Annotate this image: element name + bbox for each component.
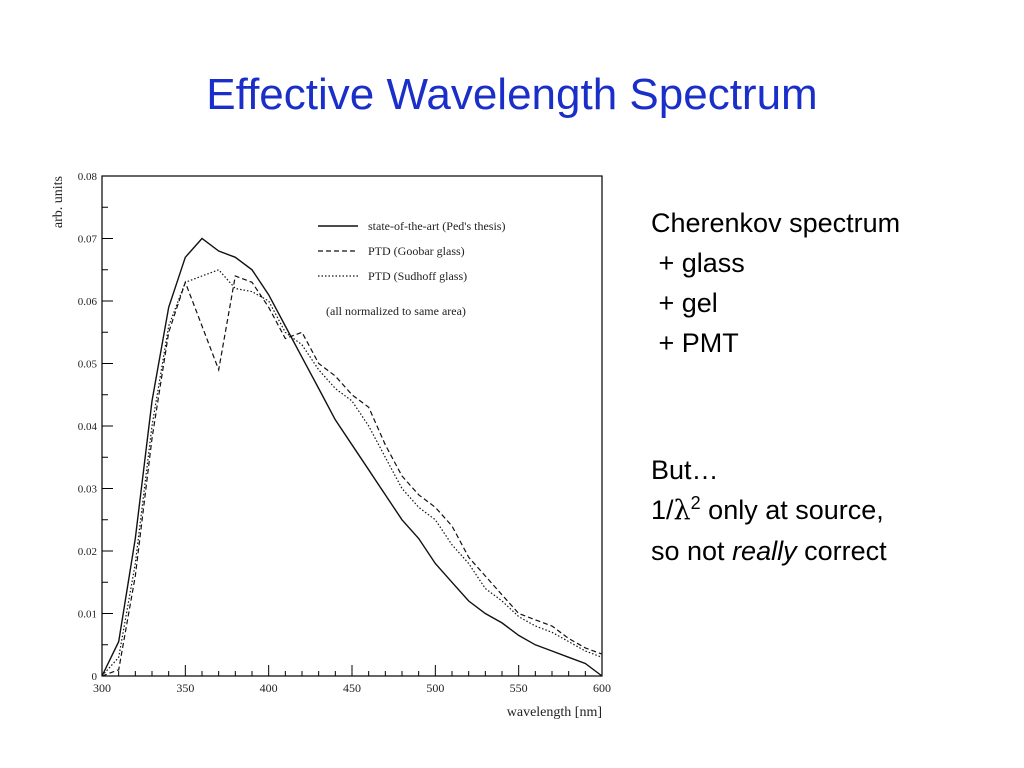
x-tick-label-1: 350 (176, 681, 194, 695)
notes-line-4: + PMT (651, 328, 739, 358)
legend-label-2: PTD (Goobar glass) (368, 244, 465, 258)
lambda-power: 2 (690, 493, 701, 513)
notes-line-3: + gel (651, 288, 718, 318)
caveat-line-1: But… (651, 455, 719, 485)
series-line-2 (101, 275, 603, 677)
slide-title: Effective Wavelength Spectrum (206, 70, 818, 119)
notes-line-1: Cherenkov spectrum (651, 208, 901, 238)
x-tick-label-5: 550 (510, 681, 528, 695)
legend-label-3: PTD (Sudhoff glass) (368, 269, 467, 283)
caveat-line-3-suffix: correct (796, 536, 887, 566)
x-axis-label: wavelength [nm] (507, 705, 602, 720)
y-tick-label-4: 0.04 (78, 421, 98, 433)
y-tick-label-8: 0.08 (78, 171, 98, 183)
lambda-symbol: λ (673, 495, 691, 526)
y-tick-label-0: 0 (92, 671, 98, 683)
caveat-emphasis: really (732, 536, 797, 566)
y-tick-label-3: 0.03 (78, 484, 98, 496)
x-tick-label-6: 600 (593, 681, 611, 695)
chart-layer: 0 0.01 0.02 0.03 0.04 0.05 0.06 0.07 0.08 300 350 4… (51, 171, 611, 720)
y-tick-label-7: 0.07 (78, 234, 98, 246)
x-tick-label-2: 400 (260, 681, 278, 695)
series-line-3 (101, 269, 603, 677)
caveat-line-2-suffix: only at source, (700, 495, 884, 525)
y-tick-label-2: 0.02 (78, 546, 97, 558)
y-tick-label-1: 0.01 (78, 609, 97, 621)
caveat-notes: But… 1/λ2 only at source, so not really … (651, 450, 887, 571)
caveat-line-2: 1/λ2 only at source, (651, 490, 887, 531)
spectrum-notes: Cherenkov spectrum + glass + gel + PMT (651, 203, 900, 363)
x-tick-label-4: 500 (426, 681, 444, 695)
y-tick-label-6: 0.06 (78, 296, 98, 308)
caveat-line-2-prefix: 1/ (651, 495, 674, 525)
x-tick-label-3: 450 (343, 681, 361, 695)
chart-annotation: (all normalized to same area) (326, 304, 466, 318)
x-tick-label-0: 300 (93, 681, 111, 695)
notes-line-2: + glass (651, 248, 745, 278)
legend-label-1: state-of-the-art (Ped's thesis) (368, 219, 505, 233)
caveat-line-3: so not really correct (651, 531, 887, 571)
y-tick-label-5: 0.05 (78, 359, 98, 371)
y-axis-label: arb. units (51, 176, 66, 228)
series-line-1 (101, 237, 603, 677)
caveat-line-3-prefix: so not (651, 536, 733, 566)
